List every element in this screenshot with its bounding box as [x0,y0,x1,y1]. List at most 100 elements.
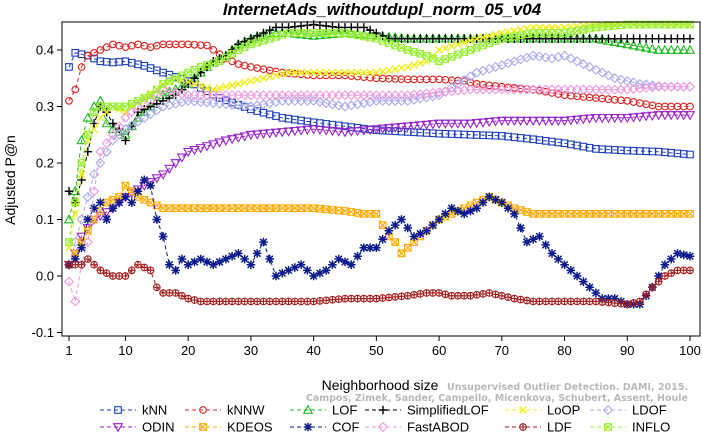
y-tick-label: 0.1 [36,212,54,227]
point-cof [296,260,306,269]
point-knnw [134,40,142,49]
point-ldof [183,95,194,106]
point-ldf [447,291,456,300]
point-ldof [578,59,589,70]
point-loop [391,65,399,74]
point-ldof [145,108,156,120]
point-inflo [416,49,425,58]
point-ldf [190,296,199,304]
point-loop [360,68,368,77]
point-odin [596,113,608,124]
point-ldof [641,79,652,90]
point-inflo [140,94,149,102]
x-tick-label: 60 [432,343,446,358]
point-ldf [247,297,255,306]
point-loop [485,32,494,40]
point-knnw [247,63,255,71]
point-ldf [278,297,287,306]
point-ldf [196,297,205,306]
point-knn [265,110,274,119]
point-loop [184,78,192,86]
point-loop [303,68,312,77]
plot-frame [61,21,701,337]
point-cof [415,229,425,238]
point-ldof [333,100,344,111]
point-ldf [253,297,262,306]
point-ldof [239,100,250,112]
watermark-line-1: Unsupervised Outlier Detection. DAMI, 20… [447,382,688,393]
point-ldof [459,75,470,86]
point-cof [403,223,413,233]
point-odin [421,120,432,130]
point-ldf [284,297,293,306]
point-loop [472,34,481,43]
point-ldf [272,297,280,306]
point-simplifiedlof [190,73,199,83]
point-loop [71,210,80,218]
point-cof [96,198,105,207]
point-odin [527,116,539,127]
point-cof [491,195,500,205]
legend-label-simplifiedlof: SimplifiedLOF [407,403,489,418]
legend-label-kdeos: KDEOS [227,420,273,434]
point-loop [378,67,387,76]
legend-item-cof: COF [290,420,360,434]
point-knnw [65,96,73,105]
point-ldof [220,99,231,110]
point-cof [547,249,557,258]
point-loop [385,66,393,75]
point-cof [666,254,676,264]
point-lof [647,43,658,53]
point-odin [571,115,583,125]
point-lof [609,36,620,46]
point-ldf [535,297,544,306]
point-inflo [466,46,475,54]
point-ldf [259,297,268,306]
point-lof [76,134,87,145]
point-kdeos [234,204,243,213]
point-ldof [89,169,100,180]
point-ldf [573,297,581,306]
point-loop [284,68,293,77]
point-fastabod [126,107,137,118]
legend-item-odin: ODIN [100,420,175,434]
point-kdeos [372,210,381,218]
point-cof [202,257,212,267]
point-ldf [359,294,368,303]
point-cof [114,198,124,207]
point-odin [352,126,363,137]
point-ldof [546,53,558,64]
point-ldf [635,297,644,306]
legend-item-loop: LoOP [505,403,580,418]
point-ldf [497,291,506,300]
point-cof [70,254,80,264]
point-cof [441,209,450,219]
point-cof [572,271,582,281]
point-loop [278,70,287,78]
point-ldf [178,291,186,300]
legend-item-lof: LOF [290,403,357,418]
point-odin [546,116,558,127]
legend-label-inflo: INFLO [632,420,670,434]
point-ldf [654,277,663,286]
point-ldf [554,297,563,306]
series-layer [63,20,696,309]
point-ldof [82,191,93,202]
point-odin [320,126,332,136]
point-ldof [603,70,614,81]
point-inflo [65,238,73,246]
point-ldof [126,120,137,131]
point-ldof [107,135,118,146]
point-ldf [203,297,211,306]
legend-marker-ldf [519,423,527,431]
point-kdeos [573,210,581,218]
point-loop [466,36,475,45]
point-loop [397,64,406,72]
point-loop [309,68,318,77]
x-tick-label: 40 [306,343,320,358]
point-odin [452,119,464,129]
point-cof [152,215,162,224]
point-odin [433,119,445,129]
point-simplifiedlof [64,186,74,196]
point-odin [270,128,282,138]
